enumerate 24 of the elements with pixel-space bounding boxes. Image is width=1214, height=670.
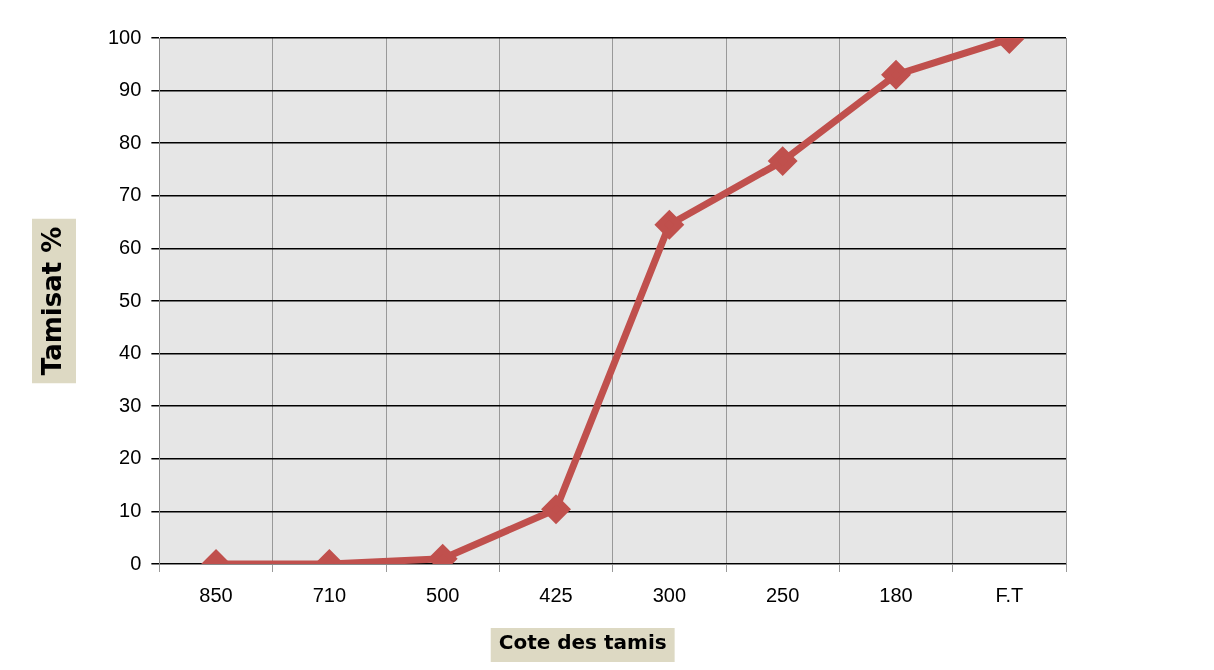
x-tick-label: F.T [995,583,1024,606]
y-tick-label: 50 [119,288,142,311]
x-tick-label: 300 [652,583,687,606]
y-tick-label: 10 [119,498,142,521]
point [769,147,797,175]
y-axis-title: Tamisat % [36,226,67,376]
y-tick-label: 20 [119,446,142,469]
y-tick-label: 70 [119,183,142,206]
x-tick-label: 500 [426,583,460,606]
point [655,211,683,239]
y-tick-label: 40 [119,341,142,364]
y-tick-label: 80 [119,130,142,153]
point [882,61,910,89]
y-tick-label: 60 [119,235,142,258]
x-tick-label: 710 [312,583,347,606]
x-axis-title: Cote des tamis [498,630,667,655]
y-tick-label: 30 [119,393,142,416]
x-tick-label: 250 [765,583,800,606]
y-tick-label: 100 [107,25,142,48]
x-tick-label: 850 [199,583,233,606]
x-tick-label: 180 [879,583,913,606]
x-tick-label: 425 [539,583,573,606]
y-tick-label: 0 [130,551,142,574]
y-tick-label: 90 [119,78,142,101]
